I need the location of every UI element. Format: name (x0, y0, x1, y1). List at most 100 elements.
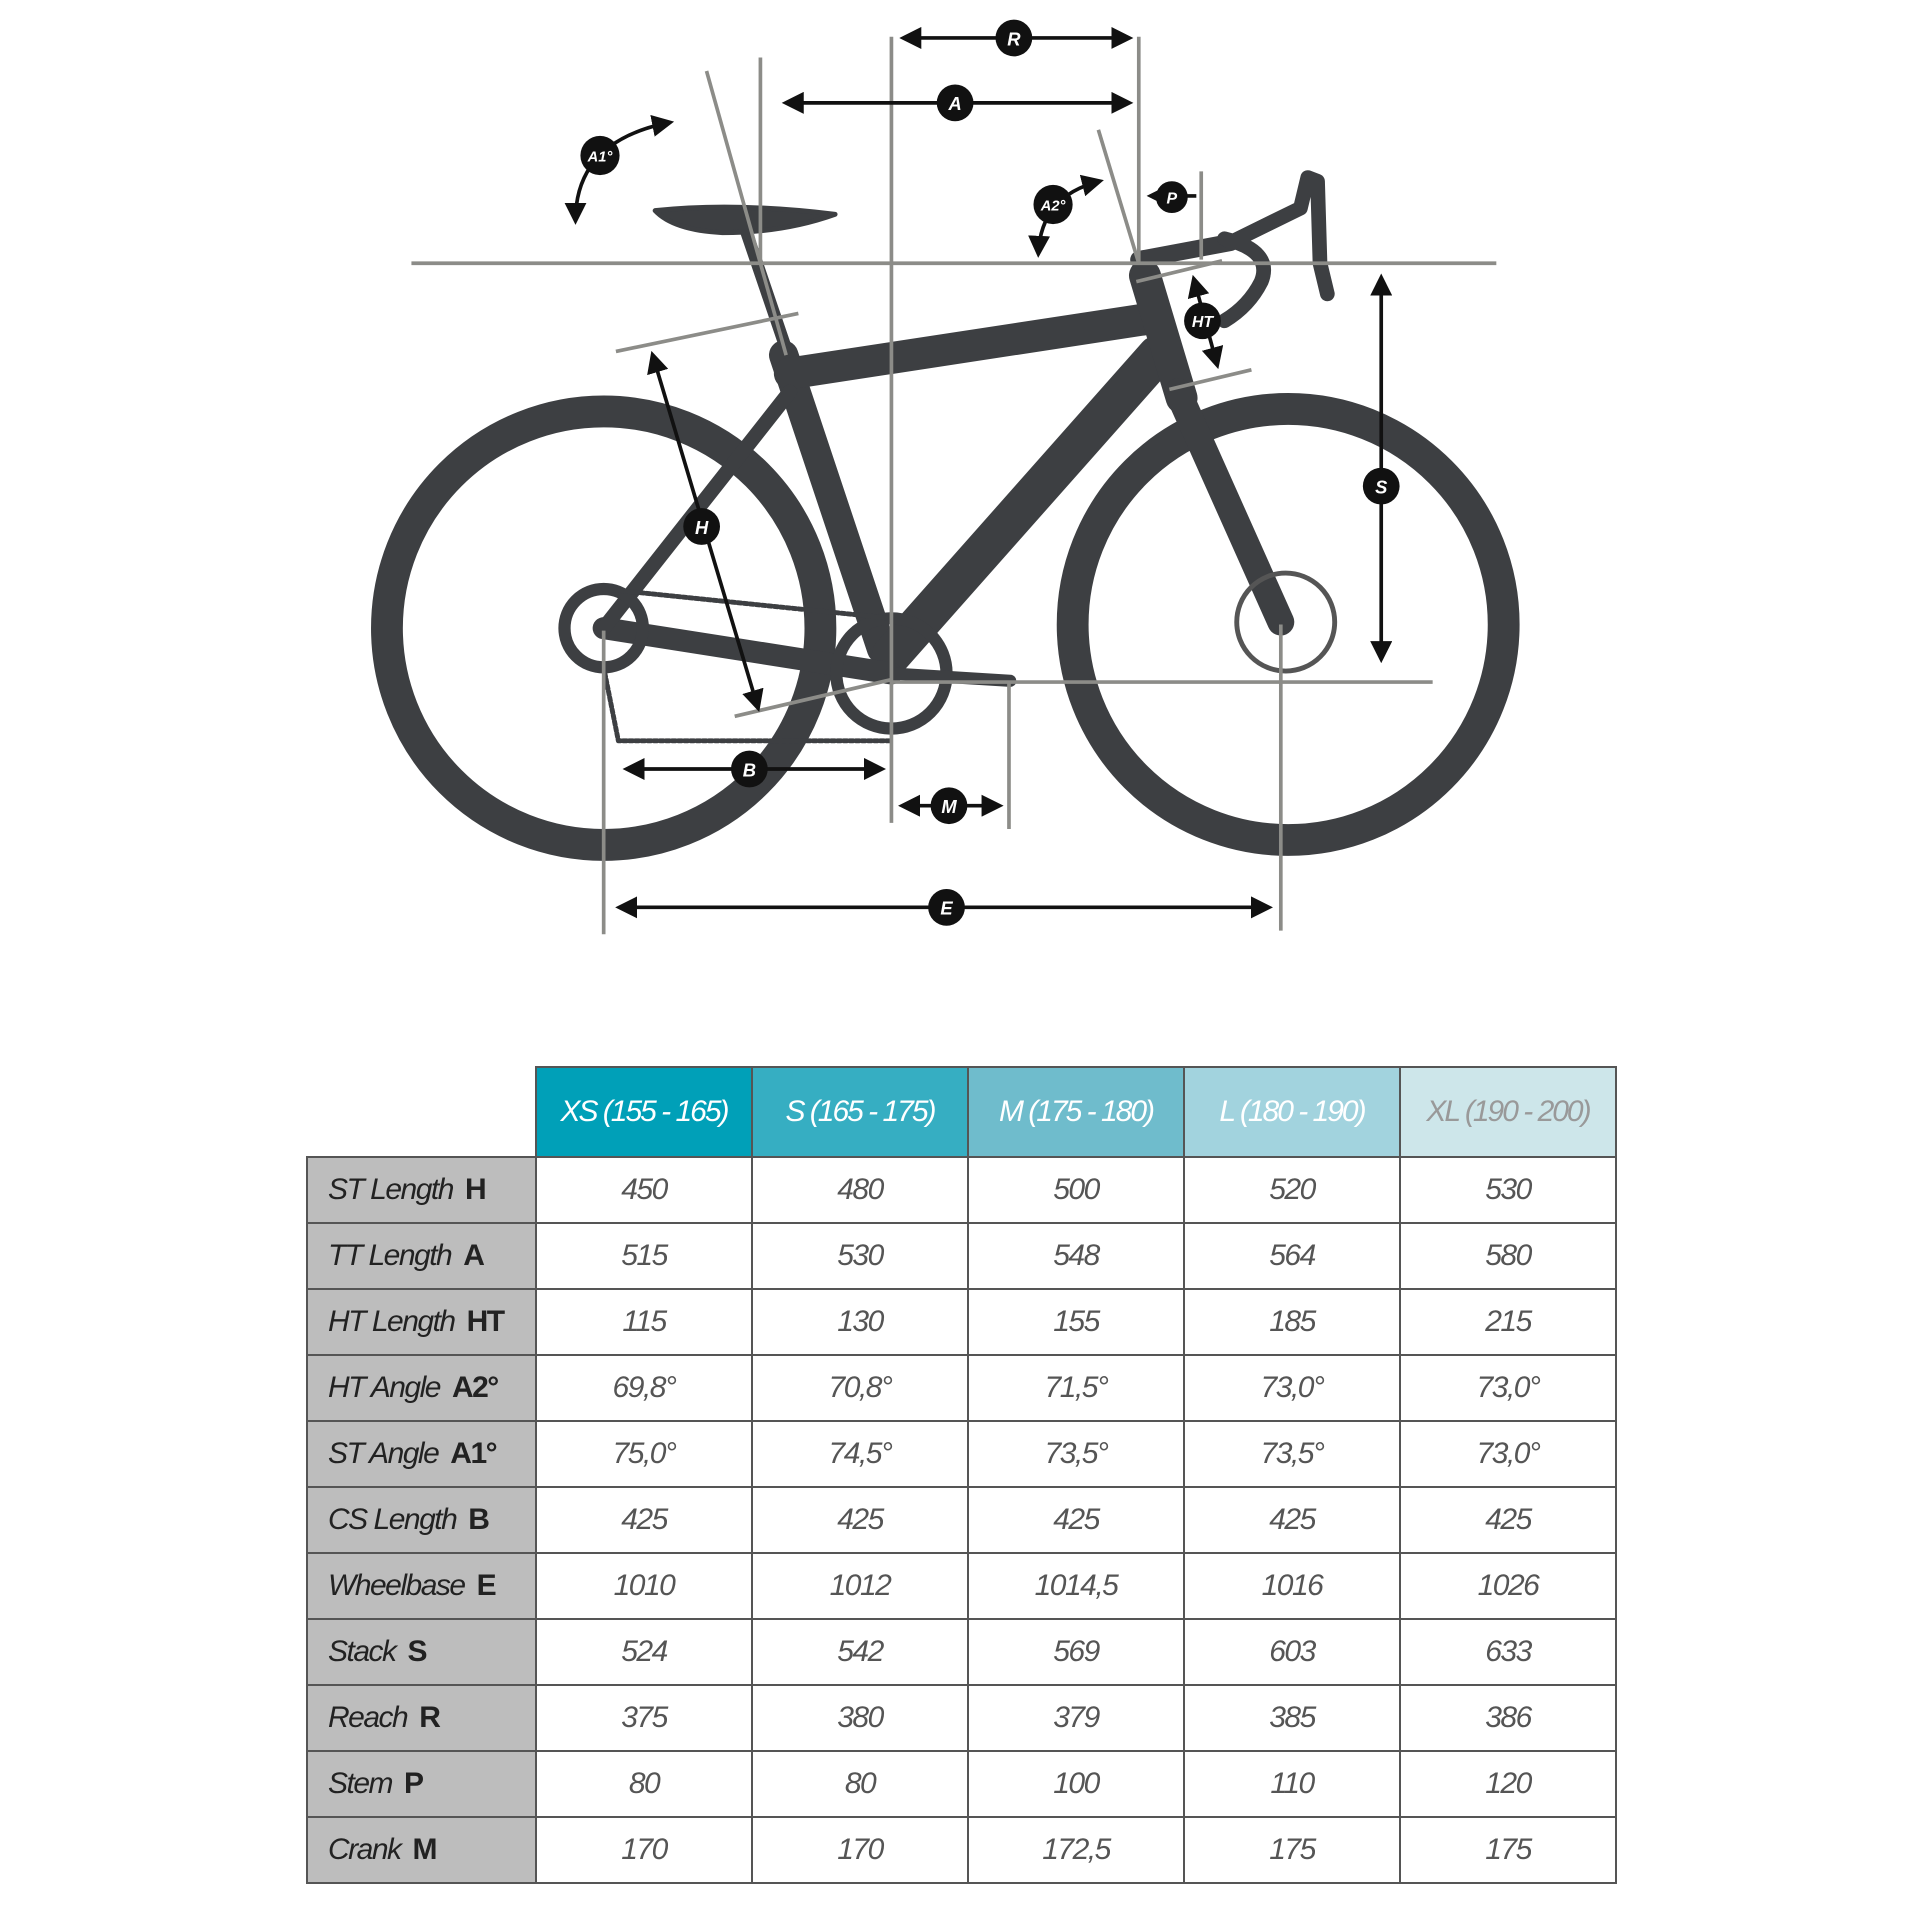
label-text: A1° (587, 150, 613, 166)
row-label: Stack S (306, 1618, 537, 1686)
measure-name: Crank (328, 1833, 402, 1866)
label-text: B (743, 759, 756, 780)
table-row: TT Length A 515 530 548 564 580 (306, 1222, 1617, 1290)
table-cell: 564 (1183, 1222, 1401, 1290)
row-label: HT Angle A2° (306, 1354, 537, 1422)
disc-rotor (1234, 570, 1338, 674)
row-label: Crank M (306, 1816, 537, 1884)
table-cell: 75,0° (535, 1420, 753, 1488)
measure-name: TT Length (328, 1239, 453, 1272)
measure-code: M (412, 1833, 438, 1866)
table-cell: 530 (1399, 1156, 1617, 1224)
table-row: Reach R 375 380 379 385 386 (306, 1684, 1617, 1752)
stem (1130, 233, 1240, 269)
table-row: ST Angle A1° 75,0° 74,5° 73,5° 73,5° 73,0° (306, 1420, 1617, 1488)
row-label: HT Length HT (306, 1288, 537, 1356)
fork (1164, 378, 1295, 636)
table-cell: 375 (535, 1684, 753, 1752)
table-cell: 170 (751, 1816, 969, 1884)
table-cell: 520 (1183, 1156, 1401, 1224)
table-cell: 170 (535, 1816, 753, 1884)
table-cell: 380 (751, 1684, 969, 1752)
table-cell: 71,5° (967, 1354, 1185, 1422)
row-label: Wheelbase E (306, 1552, 537, 1620)
measure-name: Stack (328, 1635, 397, 1668)
label-text: R (1007, 28, 1021, 49)
saddle (652, 204, 838, 236)
table-cell: 524 (535, 1618, 753, 1686)
table-row: Wheelbase E 1010 1012 1014,5 1016 1026 (306, 1552, 1617, 1620)
measure-name: ST Angle (328, 1437, 440, 1470)
size-header-xl: XL (190 - 200) (1399, 1066, 1617, 1158)
measure-code: S (407, 1635, 428, 1668)
table-cell: 115 (535, 1288, 753, 1356)
row-label: CS Length B (306, 1486, 537, 1554)
label-text: A (947, 93, 961, 114)
table-row: CS Length B 425 425 425 425 425 (306, 1486, 1617, 1554)
table-cell: 74,5° (751, 1420, 969, 1488)
measure-code: P (404, 1767, 424, 1800)
size-header-l: L (180 - 190) (1183, 1066, 1401, 1158)
measure-code: H (464, 1173, 487, 1206)
measure-code: R (419, 1701, 441, 1734)
bicycle-silhouette (371, 170, 1520, 861)
table-row: HT Length HT 115 130 155 185 215 (306, 1288, 1617, 1356)
table-corner (307, 1067, 536, 1157)
table-cell: 73,5° (1183, 1420, 1401, 1488)
table-cell: 80 (751, 1750, 969, 1818)
crank-arm (885, 667, 1017, 687)
label-stack-s: S (1362, 467, 1400, 505)
label-stem-p: P (1155, 181, 1188, 214)
table-cell: 175 (1399, 1816, 1617, 1884)
label-text: M (941, 796, 957, 817)
table-cell: 1014,5 (967, 1552, 1185, 1620)
row-label: Reach R (306, 1684, 537, 1752)
measure-name: HT Angle (328, 1371, 441, 1404)
row-label: Stem P (306, 1750, 537, 1818)
table-row: Crank M 170 170 172,5 175 175 (306, 1816, 1617, 1884)
measure-name: CS Length (328, 1503, 458, 1536)
label-head-tube-ht: HT (1184, 302, 1221, 340)
geometry-table: XS (155 - 165) S (165 - 175) M (175 - 18… (306, 1066, 1617, 1884)
table-cell: 73,5° (967, 1420, 1185, 1488)
table-cell: 175 (1183, 1816, 1401, 1884)
label-text: HT (1192, 314, 1214, 331)
table-cell: 425 (1183, 1486, 1401, 1554)
table-cell: 425 (751, 1486, 969, 1554)
table-cell: 542 (751, 1618, 969, 1686)
table-cell: 480 (751, 1156, 969, 1224)
label-text: A2° (1040, 199, 1066, 215)
handlebar (1217, 170, 1335, 329)
measure-code: B (468, 1503, 490, 1536)
table-cell: 569 (967, 1618, 1185, 1686)
table-cell: 100 (967, 1750, 1185, 1818)
measure-name: Reach (328, 1701, 409, 1734)
measure-code: HT (466, 1305, 506, 1338)
row-label: ST Length H (306, 1156, 537, 1224)
table-cell: 130 (751, 1288, 969, 1356)
table-cell: 1026 (1399, 1552, 1617, 1620)
measure-code: A1° (450, 1437, 497, 1470)
dimension-arrows (564, 26, 1393, 919)
measure-name: HT Length (328, 1305, 456, 1338)
table-cell: 603 (1183, 1618, 1401, 1686)
size-header-xs: XS (155 - 165) (535, 1066, 753, 1158)
label-reach-r: R (995, 19, 1033, 57)
table-cell: 80 (535, 1750, 753, 1818)
table-cell: 450 (535, 1156, 753, 1224)
table-cell: 73,0° (1399, 1354, 1617, 1422)
table-cell: 215 (1399, 1288, 1617, 1356)
label-wheelbase-e: E (928, 888, 965, 926)
table-cell: 386 (1399, 1684, 1617, 1752)
head-tube (1128, 259, 1198, 414)
label-text: P (1167, 190, 1178, 207)
table-cell: 172,5 (967, 1816, 1185, 1884)
label-text: S (1375, 476, 1388, 497)
down-tube (871, 335, 1177, 675)
table-cell: 530 (751, 1222, 969, 1290)
table-cell: 120 (1399, 1750, 1617, 1818)
table-cell: 110 (1183, 1750, 1401, 1818)
top-tube (773, 302, 1167, 390)
table-cell: 515 (535, 1222, 753, 1290)
